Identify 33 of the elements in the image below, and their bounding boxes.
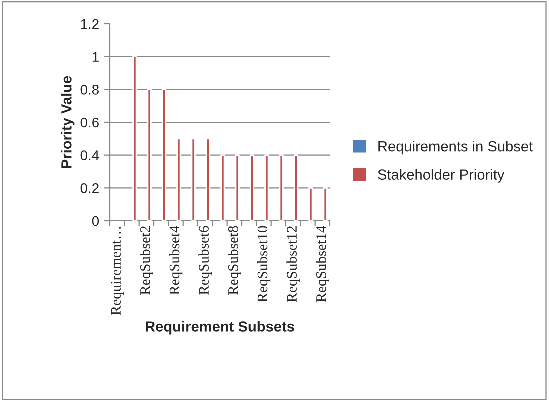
legend-label: Stakeholder Priority	[378, 169, 505, 183]
legend-label: Requirements in Subset	[378, 141, 533, 155]
bar	[206, 138, 211, 221]
x-tick-label: ReqSubset2	[140, 226, 154, 295]
y-tick-label: 0.8	[80, 85, 99, 95]
x-tick-label: ReqSubset8	[228, 226, 242, 295]
bar	[323, 187, 328, 221]
x-tick-label: ReqSubset12	[286, 226, 300, 302]
y-tick-label: 1	[92, 52, 99, 62]
bar	[147, 88, 152, 221]
bar	[191, 138, 196, 221]
x-tick-label: ReqSubset10	[257, 226, 271, 302]
bar	[279, 154, 284, 221]
bar	[220, 154, 226, 221]
bar	[308, 187, 314, 221]
x-tick-label: ReqSubset4	[169, 226, 183, 295]
x-tick-label: Requirement…	[111, 227, 124, 316]
bar	[132, 56, 138, 221]
bar	[176, 138, 182, 221]
y-tick-label: 0.6	[80, 118, 99, 128]
y-axis-title: Priority Value	[61, 76, 75, 168]
x-axis-title: Requirement Subsets	[146, 321, 294, 335]
bar	[162, 88, 167, 221]
y-tick-label: 0	[92, 216, 100, 226]
x-tick-label: ReqSubset6	[198, 226, 212, 295]
bar	[250, 154, 255, 221]
y-tick-label: 1.2	[81, 19, 99, 30]
bar	[264, 154, 270, 221]
bar	[294, 154, 299, 221]
y-tick-label: 0.4	[80, 150, 100, 161]
bar	[235, 154, 240, 221]
x-tick-label: ReqSubset14	[316, 226, 330, 302]
y-tick-label: 0.2	[80, 184, 99, 194]
